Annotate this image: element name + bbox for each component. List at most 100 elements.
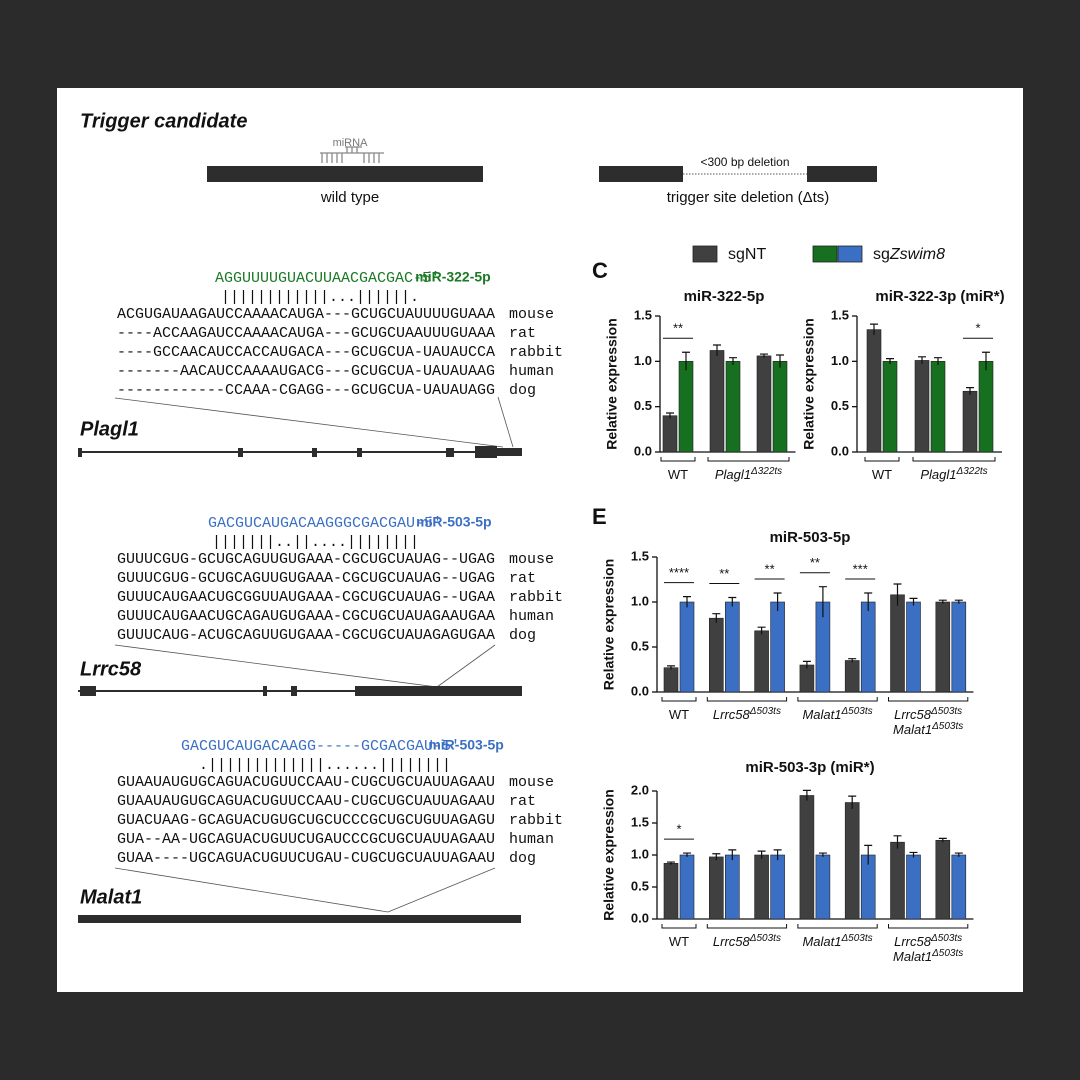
x-tick-text: WT [668, 467, 688, 482]
error-bar [802, 660, 811, 669]
bar [679, 854, 695, 920]
y-axis-label: Relative expression [801, 318, 817, 450]
bar [860, 601, 876, 693]
species: mouse [509, 306, 554, 323]
bar [754, 854, 769, 920]
x-tick-superscript: Δ503ts [749, 933, 781, 944]
bar [844, 802, 860, 920]
category-bracket [707, 457, 790, 462]
sequence: GUAAUAUGUGCAGUACUGUUCCAAU-CUGCUGCUAUUAGA… [117, 793, 495, 810]
category-bracket [888, 697, 969, 702]
error-bar [966, 387, 974, 395]
x-tick-text: Malat1 [893, 949, 932, 964]
bar [772, 361, 788, 453]
y-tick-label: 1.0 [631, 593, 649, 608]
error-bar [918, 356, 926, 365]
sequence: -------AACAUCCAAAAUGACG---GCUGCUA-UAUAUA… [117, 363, 495, 380]
species: dog [509, 850, 536, 867]
sequence: GUUUCGUG-GCUGCAGUUGUGAAA-CGCUGCUAUAG--UG… [117, 551, 495, 568]
bar [882, 361, 898, 453]
bar [708, 617, 724, 693]
bar [679, 601, 695, 693]
y-tick-label: 1.5 [634, 307, 652, 322]
x-tick-text: WT [872, 467, 892, 482]
y-axis-label: Relative expression [601, 559, 617, 691]
bar [906, 854, 921, 920]
bar [754, 630, 769, 693]
chart-title: miR-322-3p (miR*) [875, 288, 1004, 305]
legend-swatch [692, 245, 718, 263]
x-tick-label: WT [669, 707, 689, 722]
mirna-name: miR-503-5p [416, 514, 491, 530]
x-tick-label: Lrrc58Δ503ts [894, 933, 962, 950]
x-tick-label: Malat1Δ503ts [802, 706, 872, 723]
sequence: GUUUCGUG-GCUGCAGUUGUGAAA-CGCUGCUAUAG--UG… [117, 570, 495, 587]
error-bar [683, 596, 691, 608]
y-tick-label: 0.5 [631, 878, 649, 893]
pairing: ||||||||||||...||||||. [221, 289, 419, 306]
error-bar [848, 658, 857, 663]
deletion-label: trigger site deletion (Δts) [667, 189, 830, 206]
legend-swatch [812, 245, 838, 263]
error-bar [760, 353, 768, 358]
sequence: GUAAUAUGUGCAGUACUGUUCCAAU-CUGCUGCUAUUAGA… [117, 774, 495, 791]
bar [978, 361, 994, 453]
sequence: ----GCCAACAUCCACCAUGACA---GCUGCUA-UAUAUC… [117, 344, 495, 361]
legend-label: sgZswim8 [873, 246, 945, 263]
bar [951, 854, 967, 920]
deletion-size: <300 bp deletion [700, 155, 789, 169]
category-bracket [661, 697, 697, 702]
x-tick-text: Lrrc58 [713, 934, 751, 949]
sequence: GUAA----UGCAGUACUGUUCUGAU-CUGCUGCUAUUAGA… [117, 850, 495, 867]
mirna-sequence: AGGUUUUGUACUUAACGACGAC-5′ [215, 270, 440, 287]
error-bar [870, 323, 878, 336]
bar [935, 601, 951, 693]
error-bar [728, 596, 737, 607]
x-tick-label: Malat1Δ503ts [802, 933, 872, 950]
bar [756, 355, 772, 453]
bar [799, 795, 815, 920]
gene-models [78, 446, 522, 923]
bar [951, 601, 967, 693]
error-bar [773, 849, 782, 861]
error-bar [728, 849, 737, 861]
gene-name: Plagl1 [80, 418, 139, 440]
gene-name: Malat1 [80, 886, 142, 908]
x-tick-label: Lrrc58Δ503ts [713, 706, 781, 723]
x-tick-text: WT [669, 934, 689, 949]
x-tick-superscript: Δ503ts [931, 721, 963, 732]
sequence: ------------CCAAA-CGAGG---GCUGCUA-UAUAUA… [117, 382, 495, 399]
category-bracket [888, 924, 969, 929]
error-bar [818, 586, 827, 618]
bar [815, 854, 831, 920]
legend-swatch [837, 245, 863, 263]
error-bar [848, 795, 857, 809]
y-tick-label: 0.0 [831, 443, 849, 458]
error-bar [909, 851, 918, 858]
bar [663, 667, 679, 693]
title: Trigger candidate [80, 110, 247, 132]
category-bracket [706, 924, 788, 929]
sequence: GUUUCAUGAACUGCGGUUAUGAAA-CGCUGCUAUAG--UG… [117, 589, 495, 606]
error-bar [776, 354, 784, 368]
species: dog [509, 627, 536, 644]
mirna-name: miR-503-5p [428, 737, 503, 753]
category-bracket [912, 457, 996, 462]
x-tick-superscript: Δ503ts [840, 933, 872, 944]
species: human [509, 831, 554, 848]
error-bar [802, 789, 811, 801]
error-bar [909, 597, 918, 606]
species: rabbit [509, 344, 563, 361]
bar [770, 601, 785, 693]
species: rat [509, 325, 536, 342]
x-tick-superscript: Δ503ts [931, 948, 963, 959]
error-bar [938, 837, 947, 843]
error-bar [757, 850, 766, 859]
y-tick-label: 1.5 [631, 548, 649, 563]
bar [844, 660, 860, 693]
error-bar [683, 852, 691, 857]
significance-label: ** [810, 555, 820, 570]
significance-label: **** [669, 565, 689, 580]
x-tick-text: Plagl1 [920, 467, 956, 482]
